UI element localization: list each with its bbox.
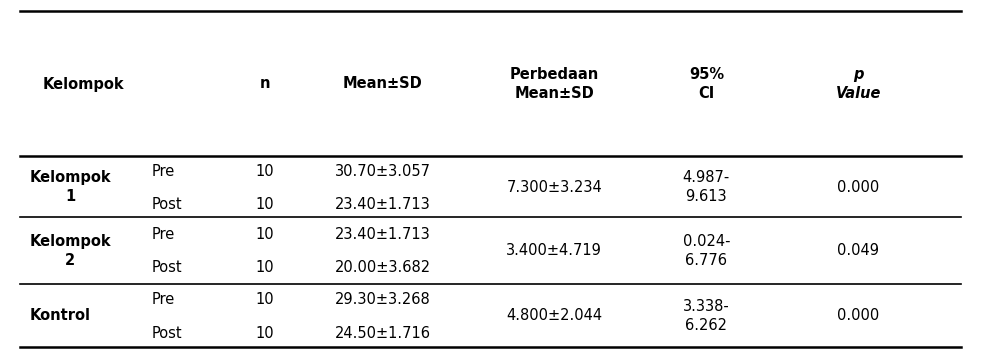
Text: 95%
CI: 95% CI bbox=[689, 67, 724, 101]
Text: Post: Post bbox=[152, 326, 182, 341]
Text: 10: 10 bbox=[256, 197, 274, 212]
Text: Pre: Pre bbox=[152, 164, 176, 179]
Text: 0.000: 0.000 bbox=[837, 308, 880, 323]
Text: 4.987-
9.613: 4.987- 9.613 bbox=[683, 170, 730, 204]
Text: 10: 10 bbox=[256, 164, 274, 179]
Text: Kontrol: Kontrol bbox=[29, 308, 90, 323]
Text: Mean±SD: Mean±SD bbox=[342, 77, 423, 91]
Text: 3.338-
6.262: 3.338- 6.262 bbox=[683, 299, 730, 332]
Text: 30.70±3.057: 30.70±3.057 bbox=[335, 164, 431, 179]
Text: 10: 10 bbox=[256, 227, 274, 242]
Text: Kelompok
1: Kelompok 1 bbox=[29, 170, 111, 204]
Text: 0.000: 0.000 bbox=[837, 180, 880, 195]
Text: 7.300±3.234: 7.300±3.234 bbox=[506, 180, 602, 195]
Text: Pre: Pre bbox=[152, 292, 176, 307]
Text: 4.800±2.044: 4.800±2.044 bbox=[506, 308, 602, 323]
Text: Kelompok: Kelompok bbox=[42, 77, 125, 91]
Text: 10: 10 bbox=[256, 260, 274, 275]
Text: 20.00±3.682: 20.00±3.682 bbox=[335, 260, 431, 275]
Text: 3.400±4.719: 3.400±4.719 bbox=[506, 244, 602, 258]
Text: Kelompok
2: Kelompok 2 bbox=[29, 234, 111, 268]
Text: 29.30±3.268: 29.30±3.268 bbox=[335, 292, 431, 307]
Text: 10: 10 bbox=[256, 326, 274, 341]
Text: 23.40±1.713: 23.40±1.713 bbox=[335, 227, 431, 242]
Text: p
Value: p Value bbox=[836, 67, 881, 101]
Text: 0.024-
6.776: 0.024- 6.776 bbox=[683, 234, 730, 268]
Text: n: n bbox=[260, 77, 270, 91]
Text: 23.40±1.713: 23.40±1.713 bbox=[335, 197, 431, 212]
Text: 10: 10 bbox=[256, 292, 274, 307]
Text: Post: Post bbox=[152, 260, 182, 275]
Text: Perbedaan
Mean±SD: Perbedaan Mean±SD bbox=[510, 67, 598, 101]
Text: Post: Post bbox=[152, 197, 182, 212]
Text: 0.049: 0.049 bbox=[838, 244, 879, 258]
Text: Pre: Pre bbox=[152, 227, 176, 242]
Text: 24.50±1.716: 24.50±1.716 bbox=[335, 326, 431, 341]
